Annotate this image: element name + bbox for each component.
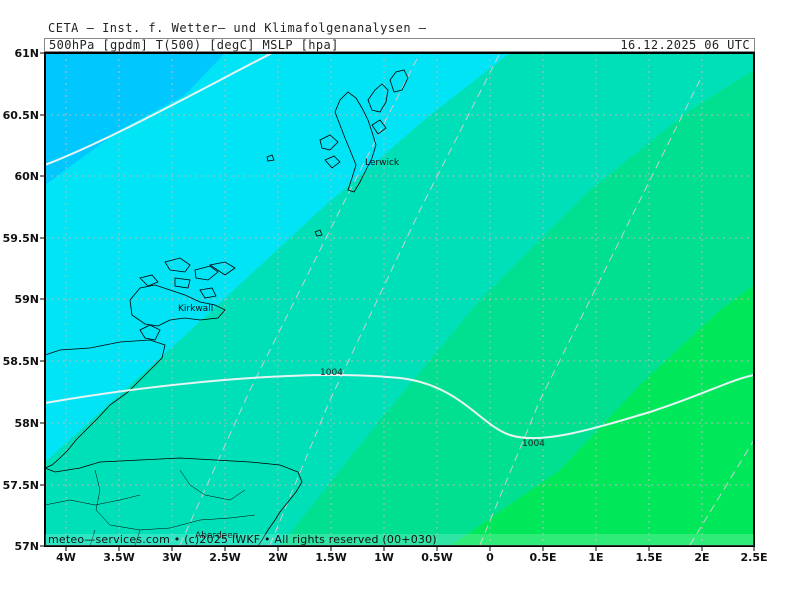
datetime-label: 16.12.2025 06 UTC (620, 38, 750, 52)
mainland-coastline (45, 339, 166, 469)
lat-tick-marks (40, 52, 45, 547)
t500-contour-1 (179, 53, 421, 546)
lat-label-60n: 60N (14, 170, 39, 183)
hoy-island (139, 324, 161, 341)
lon-label-0-5w: 0.5W (421, 551, 453, 564)
moray-firth-coast (45, 457, 303, 546)
shetland-mainland (334, 91, 377, 193)
bressay-island (371, 119, 387, 135)
temp-band-5 (450, 285, 754, 546)
region-border-3 (179, 469, 246, 501)
t500-contours (179, 53, 754, 546)
isobar-labels: 1004 1004 (320, 368, 545, 449)
isobar-1004 (45, 374, 754, 440)
isobar-label-1004-east: 1004 (522, 439, 545, 449)
place-label-aberdeen: Aberdeen (195, 531, 238, 541)
lat-label-57-5n: 57.5N (3, 479, 39, 492)
mainland-scotland (45, 339, 303, 546)
unst-island (389, 69, 409, 93)
lat-label-58-5n: 58.5N (3, 355, 39, 368)
isobar-label-1004-west: 1004 (320, 368, 343, 378)
orkney-mainland (129, 284, 226, 327)
lon-label-1e: 1E (588, 551, 603, 564)
lat-label-58n: 58N (14, 417, 39, 430)
lon-label-0-5e: 0.5E (529, 551, 556, 564)
isobars (45, 53, 754, 440)
t500-contour-2 (269, 53, 501, 546)
region-border-5 (89, 529, 96, 546)
foula-island (266, 154, 275, 162)
region-border-2 (45, 494, 141, 506)
lon-label-1-5w: 1.5W (315, 551, 347, 564)
lat-label-57n: 57N (14, 540, 39, 553)
lon-label-2-5w: 2.5W (209, 551, 241, 564)
lon-label-3-5w: 3.5W (103, 551, 135, 564)
yell-island (367, 83, 389, 113)
orkney-islands (129, 257, 236, 341)
lon-label-0: 0 (486, 551, 494, 564)
fair-isle (314, 229, 323, 237)
lon-label-3w: 3W (162, 551, 182, 564)
lon-label-2e: 2E (694, 551, 709, 564)
t500-contour-3 (479, 79, 701, 546)
subtitle-bar: 500hPa [gpdm] T(500) [degC] MSLP [hpa] 1… (44, 38, 755, 52)
map-title: CETA — Inst. f. Wetter— und Klimafolgena… (48, 21, 427, 35)
lon-label-1-5e: 1.5E (635, 551, 662, 564)
lat-label-61n: 61N (14, 47, 39, 60)
isobar-upper (45, 53, 273, 166)
lat-label-59n: 59N (14, 293, 39, 306)
temperature-bands (45, 53, 754, 546)
place-label-lerwick: Lerwick (365, 158, 400, 168)
place-label-kirkwall: Kirkwall (178, 304, 213, 314)
t500-contour-4 (689, 439, 754, 546)
lon-label-1w: 1W (374, 551, 394, 564)
lat-label-59-5n: 59.5N (3, 232, 39, 245)
copyright-bar: meteo—services.com • (c)2025 IWKF • All … (45, 533, 754, 546)
lat-label-60-5n: 60.5N (3, 109, 39, 122)
parameter-label: 500hPa [gpdm] T(500) [degC] MSLP [hpa] (49, 38, 339, 52)
shetland-islands (266, 69, 409, 237)
lon-label-4w: 4W (56, 551, 76, 564)
lon-labels: 4W 3.5W 3W 2.5W 2W 1.5W 1W 0.5W 0 0.5E 1… (56, 551, 767, 564)
copyright-text: meteo—services.com • (c)2025 IWKF • All … (48, 533, 437, 546)
lon-tick-marks (65, 546, 755, 551)
orkney-east-isles (139, 274, 217, 299)
place-labels: Lerwick Kirkwall Aberdeen (178, 158, 400, 541)
lon-label-2w: 2W (268, 551, 288, 564)
west-shetland-isles (319, 134, 341, 169)
lon-label-2-5e: 2.5E (740, 551, 767, 564)
orkney-north-isles (164, 257, 236, 289)
lat-labels: 61N 60.5N 60N 59.5N 59N 58.5N 58N 57.5N … (3, 47, 39, 553)
region-border-4 (134, 529, 141, 546)
grid-lines (45, 53, 754, 546)
